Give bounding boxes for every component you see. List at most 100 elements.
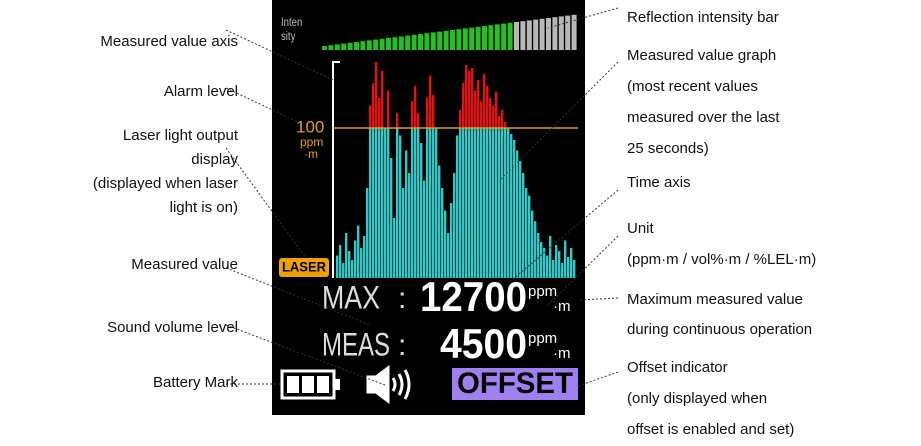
intensity-segment — [360, 41, 366, 50]
callout-label: Sound volume level — [107, 319, 238, 336]
graph-bar — [336, 255, 339, 278]
intensity-segment — [482, 26, 487, 50]
graph-bar — [513, 140, 516, 278]
intensity-segment — [398, 36, 404, 50]
graph-bar — [450, 203, 453, 278]
intensity-segment — [334, 44, 340, 50]
graph-bar-over — [459, 110, 462, 128]
intensity-segment — [469, 27, 475, 50]
graph-bar — [393, 218, 396, 278]
intensity-segment — [520, 21, 526, 50]
graph-bar — [420, 143, 423, 278]
intensity-segment — [552, 17, 558, 50]
callout-label: measured over the last — [627, 109, 780, 126]
intensity-segment — [571, 14, 577, 51]
graph-bar-over — [375, 62, 378, 128]
graph-bar — [342, 263, 345, 278]
graph-bar — [387, 128, 390, 278]
graph-bar — [435, 128, 438, 278]
graph-bar-over — [486, 86, 489, 128]
graph-bar — [522, 173, 525, 278]
graph-bar — [363, 236, 366, 278]
graph-bar-over — [468, 71, 471, 128]
graph-bar-over — [498, 116, 501, 128]
graph-bar-over — [477, 80, 480, 128]
graph-bar — [510, 134, 513, 278]
sound-volume — [366, 365, 411, 404]
callout-label: (only displayed when — [627, 390, 767, 407]
graph-bar — [339, 245, 342, 278]
graph-bar — [384, 128, 387, 278]
intensity-segment — [437, 31, 443, 50]
alarm-unit: ·m — [304, 147, 318, 161]
graph-bar — [432, 128, 435, 278]
callout-label: Unit — [627, 220, 655, 237]
intensity-segment — [373, 39, 379, 50]
graph-bar — [516, 150, 519, 278]
graph-bar — [447, 233, 450, 278]
graph-bar — [462, 128, 465, 278]
graph-bar — [525, 188, 528, 278]
callout-label: (displayed when laser — [93, 175, 238, 192]
graph-bar — [474, 128, 477, 278]
callout-label: Offset indicator — [627, 359, 728, 376]
graph-bar — [372, 128, 375, 278]
graph-bar — [471, 128, 474, 278]
graph-bar — [423, 180, 426, 278]
graph-bar-over — [411, 101, 414, 128]
graph-bar — [426, 128, 429, 278]
graph-bar — [444, 210, 447, 278]
callout-label: Measured value graph — [627, 47, 776, 64]
graph-bar — [351, 260, 354, 278]
intensity-segment — [354, 42, 359, 50]
meas-label: MEAS — [322, 326, 390, 362]
graph-bar — [540, 242, 543, 278]
intensity-segment — [392, 37, 398, 50]
unit: ·m — [553, 298, 571, 315]
callout-label: (ppm·m / vol%·m / %LEL·m) — [627, 251, 816, 268]
graph-bar — [555, 245, 558, 278]
graph-bar — [498, 128, 501, 278]
graph-bar — [375, 128, 378, 278]
graph-bar — [486, 128, 489, 278]
graph-bar — [348, 251, 351, 278]
max-label: MAX — [322, 279, 380, 315]
intensity-segment — [424, 33, 430, 50]
graph-bar-over — [381, 71, 384, 128]
laser-label: LASER — [282, 259, 326, 275]
intensity-segment — [488, 25, 494, 50]
graph-bar — [357, 225, 360, 278]
graph-bar — [570, 248, 573, 278]
graph-bar — [396, 128, 399, 278]
graph-bar — [345, 233, 348, 278]
intensity-segment — [430, 32, 436, 50]
graph-bar-over — [396, 113, 399, 128]
intensity-segment — [558, 16, 564, 50]
intensity-segment — [514, 22, 519, 50]
callout-label: Maximum measured value — [627, 291, 803, 308]
graph-bar — [456, 135, 459, 278]
intensity-segment — [507, 22, 513, 50]
graph-bar — [402, 188, 405, 278]
graph-bar-over — [474, 90, 477, 128]
callout-label: offset is enabled and set) — [627, 421, 794, 438]
intensity-segment — [546, 18, 551, 50]
intensity-segment — [533, 19, 539, 50]
graph-bar — [567, 257, 570, 278]
graph-bar-over — [417, 113, 420, 128]
graph-bar-over — [489, 98, 492, 128]
measured-value-graph — [333, 62, 578, 278]
graph-bar — [546, 255, 549, 278]
intensity-segment — [539, 18, 545, 50]
graph-bar-over — [387, 90, 390, 128]
unit: ppm — [528, 330, 557, 347]
laser-badge — [279, 258, 329, 277]
graph-bar — [417, 128, 420, 278]
graph-bar — [492, 128, 495, 278]
graph-bar — [438, 165, 441, 278]
graph-bar — [480, 128, 483, 278]
graph-bar — [504, 128, 507, 278]
graph-bar — [369, 128, 372, 278]
callout-label: Measured value axis — [100, 33, 238, 50]
intensity-segment — [328, 45, 334, 50]
